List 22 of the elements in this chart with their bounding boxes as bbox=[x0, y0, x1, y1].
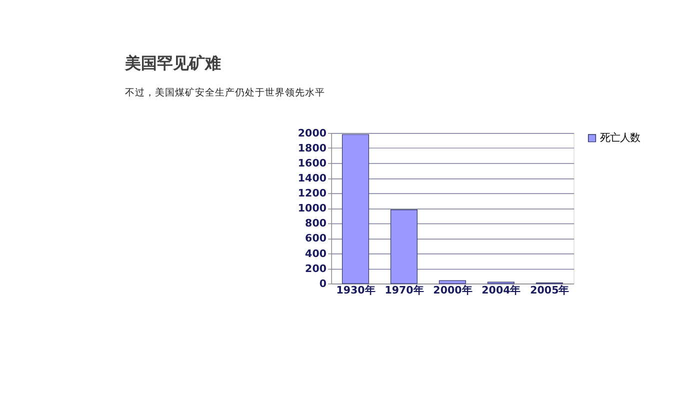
y-tick-label: 800 bbox=[305, 218, 326, 230]
y-tick-label: 1600 bbox=[298, 157, 326, 170]
x-tick-label: 2004年 bbox=[482, 284, 520, 296]
text: 不过，美国煤矿安全生产仍处于世界领先水平 bbox=[124, 86, 325, 99]
y-tick-label: 1000 bbox=[298, 202, 326, 215]
y-tick-label: 1200 bbox=[298, 188, 326, 200]
y-tick-label: 400 bbox=[305, 248, 326, 260]
text: 美国罕见矿难 bbox=[124, 53, 221, 72]
bar bbox=[390, 210, 418, 284]
bar bbox=[342, 134, 370, 284]
y-tick-label: 200 bbox=[305, 262, 326, 275]
legend-label: 死亡人数 bbox=[600, 132, 640, 144]
x-tick-label: 2005年 bbox=[530, 284, 569, 296]
y-tick-label: 2000 bbox=[298, 127, 326, 140]
x-tick-label: 1930年 bbox=[336, 284, 375, 296]
y-tick-label: 1800 bbox=[298, 142, 326, 154]
y-tick-label: 0 bbox=[319, 278, 326, 290]
x-tick-label: 2000年 bbox=[433, 284, 472, 296]
y-tick-label: 600 bbox=[305, 232, 326, 245]
x-tick-label: 1970年 bbox=[384, 284, 424, 296]
y-tick-label: 1400 bbox=[298, 172, 326, 184]
bar bbox=[438, 280, 466, 284]
